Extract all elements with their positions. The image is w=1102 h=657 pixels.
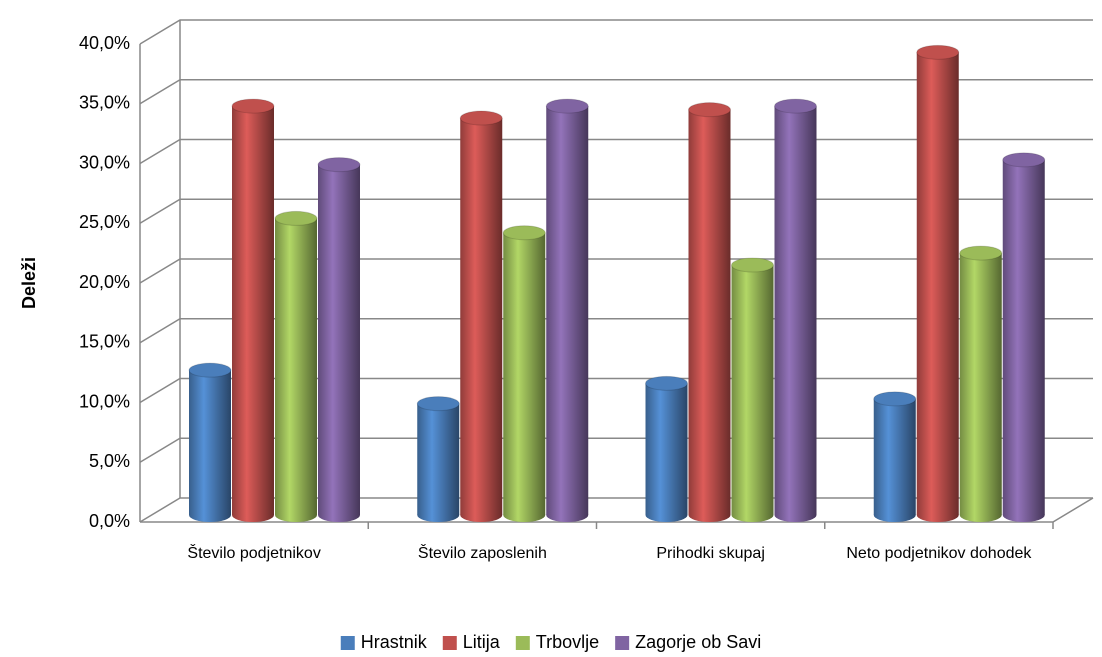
cylinder-top	[645, 375, 688, 391]
cylinder-body	[275, 218, 317, 516]
cylinder	[274, 210, 318, 522]
cylinder-body	[318, 164, 360, 515]
cylinder	[231, 98, 275, 522]
cylinder-body	[645, 383, 688, 515]
cylinder-body	[232, 106, 274, 515]
cylinder-top	[959, 245, 1003, 261]
cylinder-body	[546, 106, 589, 515]
cylinder-top	[416, 396, 460, 412]
cylinder	[959, 245, 1003, 522]
cylinder	[774, 98, 817, 522]
y-tick-label: 20,0%	[79, 272, 130, 292]
legend-label: Zagorje ob Savi	[635, 632, 761, 652]
cylinder	[645, 375, 688, 522]
cylinder	[317, 157, 361, 522]
cylinder	[188, 362, 232, 522]
x-tick-label: Število podjetnikov	[187, 545, 321, 562]
cylinder	[502, 225, 546, 522]
y-tick-label: 35,0%	[79, 93, 130, 113]
cylinder-top	[502, 225, 546, 241]
cylinder	[916, 44, 960, 522]
y-tick-label: 10,0%	[79, 391, 130, 411]
y-axis-label: Deleži	[19, 257, 39, 309]
cylinder-top	[317, 157, 361, 173]
cylinder-body	[959, 253, 1002, 515]
legend-swatch	[615, 636, 630, 650]
cylinder	[731, 257, 774, 522]
cylinder-body	[916, 52, 959, 515]
legend-label: Trbovlje	[536, 632, 599, 652]
cylinder-top	[459, 110, 503, 126]
legend-label: Litija	[463, 632, 501, 652]
y-tick-label: 30,0%	[79, 152, 130, 172]
cylinder	[459, 110, 503, 522]
cylinder-top	[873, 391, 917, 407]
cylinder	[545, 98, 589, 522]
cylinder	[416, 396, 460, 522]
cylinder-body	[1002, 159, 1045, 516]
cylinder-body	[503, 232, 546, 515]
cylinder-body	[417, 403, 460, 515]
cylinder	[873, 391, 917, 522]
cylinder-body	[873, 398, 916, 515]
grid-line	[139, 19, 1093, 45]
legend-swatch	[515, 636, 530, 650]
x-tick-label: Prihodki skupaj	[656, 545, 765, 562]
y-tick-label: 0,0%	[89, 511, 130, 531]
x-tick-label: Število zaposlenih	[417, 545, 547, 562]
y-tick-label: 25,0%	[79, 212, 130, 232]
y-tick-label: 40,0%	[79, 33, 130, 53]
cylinder-top	[545, 98, 589, 114]
grid-line	[139, 79, 1093, 105]
cylinder-top	[731, 257, 774, 273]
cylinder-body	[688, 109, 731, 516]
y-tick-label: 5,0%	[89, 451, 130, 471]
cylinder-top	[274, 210, 318, 226]
legend-swatch	[442, 636, 457, 650]
y-tick-label: 15,0%	[79, 332, 130, 352]
cylinder-body	[460, 118, 503, 515]
cylinder-body	[189, 370, 231, 515]
cylinder-top	[774, 98, 817, 114]
legend-label: Hrastnik	[361, 632, 428, 652]
cylinder-body	[731, 265, 774, 515]
cylinder-body	[774, 106, 817, 515]
cylinder	[1002, 152, 1046, 522]
cylinder-top	[916, 44, 960, 60]
legend-swatch	[340, 636, 355, 650]
cylinder-top	[1002, 152, 1046, 168]
cylinder	[688, 102, 731, 522]
cylinder-top	[231, 98, 275, 114]
cylinder-top	[688, 102, 731, 118]
x-tick-label: Neto podjetnikov dohodek	[846, 545, 1032, 562]
cylinder-top	[188, 362, 232, 378]
